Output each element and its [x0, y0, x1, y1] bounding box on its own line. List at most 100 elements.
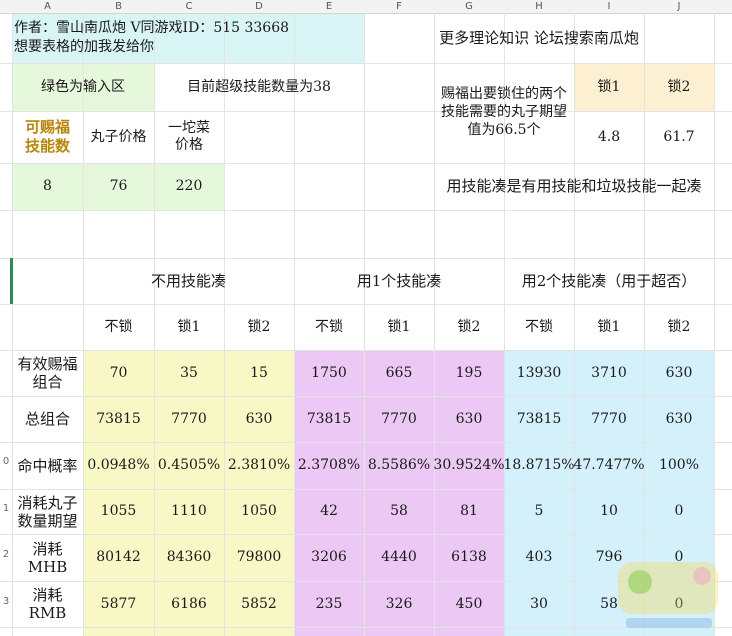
table-cell-pill-expectation[interactable]: 58 [390, 503, 408, 519]
table-cell-effective-combos[interactable]: 15 [250, 364, 268, 381]
table-cell-hit-probability[interactable]: 30.9524% [434, 457, 504, 473]
table-cell-pill-expectation[interactable]: 81 [460, 503, 478, 519]
column-header-a[interactable]: A [44, 1, 51, 12]
forum-link[interactable]: 更多理论知识 论坛搜索南瓜炮 [439, 29, 639, 47]
row-label-pill-expectation[interactable]: 消耗丸子数量期望 [17, 493, 78, 530]
column-header-e[interactable]: E [325, 1, 333, 12]
row-header-1[interactable]: 1 [2, 503, 10, 514]
sub-header-no-lock[interactable]: 不锁 [315, 318, 343, 335]
table-cell-pill-expectation[interactable]: 1055 [100, 503, 137, 519]
table-cell-effective-combos[interactable]: 1750 [311, 364, 347, 381]
sub-header-lock2[interactable]: 锁2 [457, 318, 481, 335]
row-label-hit-probability[interactable]: 命中概率 [17, 456, 78, 475]
table-cell-total-combos[interactable]: 7770 [591, 410, 627, 427]
column-header-b[interactable]: B [115, 1, 122, 12]
table-cell-total-combos[interactable]: 630 [665, 410, 693, 427]
group-header-one-skill[interactable]: 用1个技能凑 [356, 271, 442, 290]
table-cell-pill-expectation[interactable]: 5 [534, 503, 544, 519]
table-cell-cost-rmb[interactable]: 0 [674, 595, 684, 612]
group-header-no-combine[interactable]: 不用技能凑 [150, 271, 226, 290]
sub-header-lock1[interactable]: 锁1 [597, 318, 621, 335]
lock-expect-text[interactable]: 赐福出要锁住的两个技能需要的丸子期望值为66.5个 [441, 86, 567, 138]
skill-count-header[interactable]: 可赐福技能数 [24, 118, 70, 155]
column-header-i[interactable]: I [607, 1, 611, 12]
share-line[interactable]: 想要表格的加我发给你 [14, 38, 154, 55]
sub-header-no-lock[interactable]: 不锁 [525, 318, 553, 335]
sub-header-no-lock[interactable]: 不锁 [104, 318, 133, 335]
row-header-3[interactable]: 3 [2, 596, 10, 607]
table-cell-hit-probability[interactable]: 2.3708% [297, 457, 361, 473]
table-cell-total-combos[interactable]: 630 [245, 410, 273, 427]
table-cell-cost-mhb[interactable]: 0 [674, 549, 684, 565]
table-cell-cost-rmb[interactable]: 5852 [241, 595, 277, 612]
table-cell-cost-rmb[interactable]: 58 [600, 595, 618, 612]
table-cell-cost-mhb[interactable]: 3206 [311, 549, 347, 565]
table-cell-effective-combos[interactable]: 3710 [591, 364, 627, 381]
pill-price-header[interactable]: 丸子价格 [90, 128, 147, 145]
row-header-0[interactable]: 0 [2, 456, 10, 467]
pill-price-input[interactable]: 76 [109, 178, 128, 194]
row-label-cost-mhb[interactable]: 消耗MHB [27, 539, 68, 576]
table-cell-cost-rmb[interactable]: 450 [455, 595, 483, 612]
table-cell-pill-expectation[interactable]: 42 [320, 503, 338, 519]
table-cell-hit-probability[interactable]: 47.7477% [574, 457, 644, 473]
column-header-j[interactable]: J [677, 1, 681, 12]
table-cell-hit-probability[interactable]: 0.0948% [87, 457, 150, 473]
skill-count-input[interactable]: 8 [43, 178, 52, 194]
table-cell-cost-mhb[interactable]: 403 [525, 549, 553, 565]
table-cell-total-combos[interactable]: 73815 [306, 410, 352, 427]
row-header-2[interactable]: 2 [2, 549, 10, 560]
table-cell-effective-combos[interactable]: 35 [180, 364, 198, 381]
table-cell-cost-rmb[interactable]: 326 [385, 595, 413, 612]
column-header-f[interactable]: F [396, 1, 402, 12]
table-cell-effective-combos[interactable]: 665 [385, 364, 413, 381]
table-cell-pill-expectation[interactable]: 1110 [171, 503, 207, 519]
dish-price-input[interactable]: 220 [175, 178, 203, 194]
table-cell-total-combos[interactable]: 630 [455, 410, 483, 427]
table-cell-cost-mhb[interactable]: 84360 [166, 549, 212, 565]
green-note[interactable]: 绿色为输入区 [41, 78, 125, 95]
table-cell-effective-combos[interactable]: 13930 [516, 364, 562, 381]
table-cell-hit-probability[interactable]: 0.4505% [157, 457, 221, 473]
author-line[interactable]: 作者：雪山南瓜炮 V同游戏ID：515 33668 [14, 19, 290, 36]
sub-header-lock2[interactable]: 锁2 [667, 318, 691, 335]
table-cell-hit-probability[interactable]: 100% [658, 457, 700, 473]
row-label-effective-combos[interactable]: 有效赐福组合 [17, 355, 78, 391]
column-header-h[interactable]: H [535, 1, 543, 12]
super-skill-count[interactable]: 目前超级技能数量为38 [187, 78, 331, 95]
table-cell-hit-probability[interactable]: 8.5586% [367, 457, 431, 473]
dish-price-header[interactable]: 一坨菜价格 [168, 120, 210, 153]
table-cell-hit-probability[interactable]: 2.3810% [227, 457, 291, 473]
table-cell-effective-combos[interactable]: 195 [455, 364, 483, 381]
column-header-d[interactable]: D [255, 1, 263, 12]
group-header-two-skill[interactable]: 用2个技能凑（用于超否） [521, 271, 697, 290]
table-cell-cost-rmb[interactable]: 30 [530, 595, 548, 612]
table-cell-cost-rmb[interactable]: 6186 [171, 595, 207, 612]
table-cell-cost-rmb[interactable]: 235 [315, 595, 343, 612]
table-cell-cost-rmb[interactable]: 5877 [100, 595, 137, 612]
column-header-g[interactable]: G [465, 1, 473, 12]
column-header-c[interactable]: C [185, 1, 193, 12]
table-cell-cost-mhb[interactable]: 6138 [451, 549, 487, 565]
table-cell-cost-mhb[interactable]: 4440 [381, 549, 417, 565]
lock1-value[interactable]: 4.8 [597, 128, 621, 145]
sub-header-lock1[interactable]: 锁1 [177, 318, 201, 335]
table-cell-effective-combos[interactable]: 70 [109, 364, 128, 381]
row-label-total-combos[interactable]: 总组合 [24, 410, 70, 428]
table-cell-pill-expectation[interactable]: 1050 [241, 503, 277, 519]
lock2-label[interactable]: 锁2 [667, 78, 691, 95]
table-cell-pill-expectation[interactable]: 10 [600, 503, 618, 519]
table-cell-pill-expectation[interactable]: 0 [674, 503, 684, 519]
table-cell-effective-combos[interactable]: 630 [665, 364, 693, 381]
table-cell-cost-mhb[interactable]: 79800 [236, 549, 282, 565]
sub-header-lock1[interactable]: 锁1 [387, 318, 411, 335]
table-cell-total-combos[interactable]: 7770 [171, 410, 207, 427]
table-cell-total-combos[interactable]: 73815 [96, 410, 141, 427]
table-cell-total-combos[interactable]: 7770 [381, 410, 417, 427]
lock1-label[interactable]: 锁1 [597, 78, 621, 95]
lock2-value[interactable]: 61.7 [663, 128, 695, 145]
table-cell-cost-mhb[interactable]: 796 [595, 549, 623, 565]
combine-note[interactable]: 用技能凑是有用技能和垃圾技能一起凑 [446, 177, 702, 195]
table-cell-cost-mhb[interactable]: 80142 [96, 549, 141, 565]
row-label-cost-rmb[interactable]: 消耗RMB [28, 586, 67, 622]
